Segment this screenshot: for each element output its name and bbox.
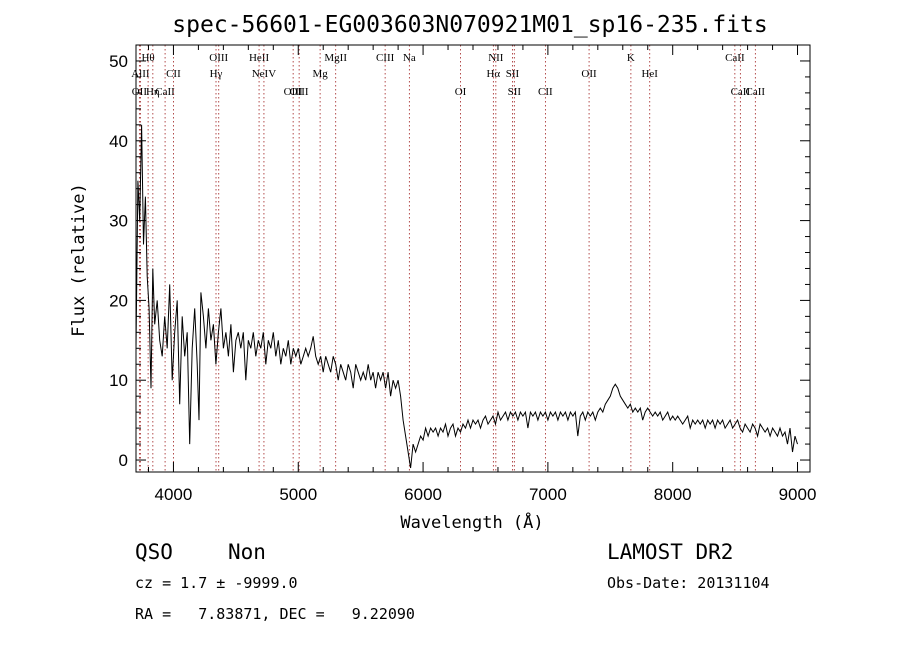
- object-subclass: Non: [228, 540, 266, 564]
- spectral-line-label: CII: [538, 86, 553, 98]
- spectral-line-label: NII: [488, 52, 504, 64]
- spectral-line-label: AlII: [131, 68, 150, 80]
- spectral-line-label: CIII: [376, 52, 395, 64]
- spectral-line-label: CaII: [725, 52, 745, 64]
- spectral-line-label: HeI: [641, 68, 658, 80]
- spectral-line-label: CII: [166, 68, 181, 80]
- y-tick-label: 40: [109, 132, 128, 151]
- spectral-line-label: OIII: [290, 86, 309, 98]
- y-tick-label: 30: [109, 212, 128, 231]
- chart-title: spec-56601-EG003603N070921M01_sp16-235.f…: [172, 12, 767, 38]
- spectral-line-label: Hγ: [210, 68, 223, 80]
- spectral-line-label: OIII: [209, 52, 228, 64]
- y-axis-label: Flux (relative): [69, 183, 89, 337]
- y-tick-label: 20: [109, 291, 128, 310]
- object-class: QSO: [135, 540, 173, 564]
- coordinates-text: RA = 7.83871, DEC = 9.22090: [135, 605, 415, 623]
- spectral-line-label: Hη: [146, 86, 160, 98]
- spectral-line-label: CaII: [731, 86, 751, 98]
- spectral-line-label: OII: [132, 86, 148, 98]
- spectral-line-label: SII: [506, 68, 520, 80]
- y-tick-label: 10: [109, 371, 128, 390]
- spectral-line-label: OII: [581, 68, 597, 80]
- x-axis-ticks: 4000 5000 6000 7000 8000 9000: [147, 45, 817, 504]
- y-axis-ticks: 0 10 20 30 40 50: [109, 52, 810, 470]
- spectral-line-label: OIII: [284, 86, 303, 98]
- spectral-line-label: OI: [455, 86, 467, 98]
- spectrum-line: [135, 124, 798, 469]
- spectrum-layer: [135, 124, 798, 469]
- redshift-text: cz = 1.7 ± -9999.0: [135, 574, 298, 592]
- spectral-line-label: Na: [403, 52, 416, 64]
- spectral-line-label: Hα: [486, 68, 500, 80]
- spectral-line-label: HeII: [249, 52, 269, 64]
- spectral-line-label: CaII: [746, 86, 766, 98]
- x-tick-label: 6000: [404, 485, 442, 504]
- spectral-line-label: SII: [508, 86, 522, 98]
- x-tick-label: 7000: [529, 485, 567, 504]
- spectral-line-label: NeIV: [252, 68, 276, 80]
- spectral-line-label: K: [627, 52, 635, 64]
- x-tick-label: 8000: [654, 485, 692, 504]
- spectral-line-label: MgII: [324, 52, 347, 64]
- observation-date: Obs-Date: 20131104: [607, 574, 770, 592]
- survey-name: LAMOST DR2: [607, 540, 733, 564]
- spectral-line-label: Mg: [312, 68, 328, 80]
- x-tick-label: 9000: [779, 485, 817, 504]
- plot-frame: [135, 44, 811, 473]
- y-tick-label: 0: [119, 451, 128, 470]
- x-tick-label: 5000: [279, 485, 317, 504]
- x-axis-label: Wavelength (Å): [400, 511, 543, 533]
- spectral-line-label: CaII: [155, 86, 175, 98]
- x-tick-label: 4000: [155, 485, 193, 504]
- y-tick-label: 50: [109, 52, 128, 71]
